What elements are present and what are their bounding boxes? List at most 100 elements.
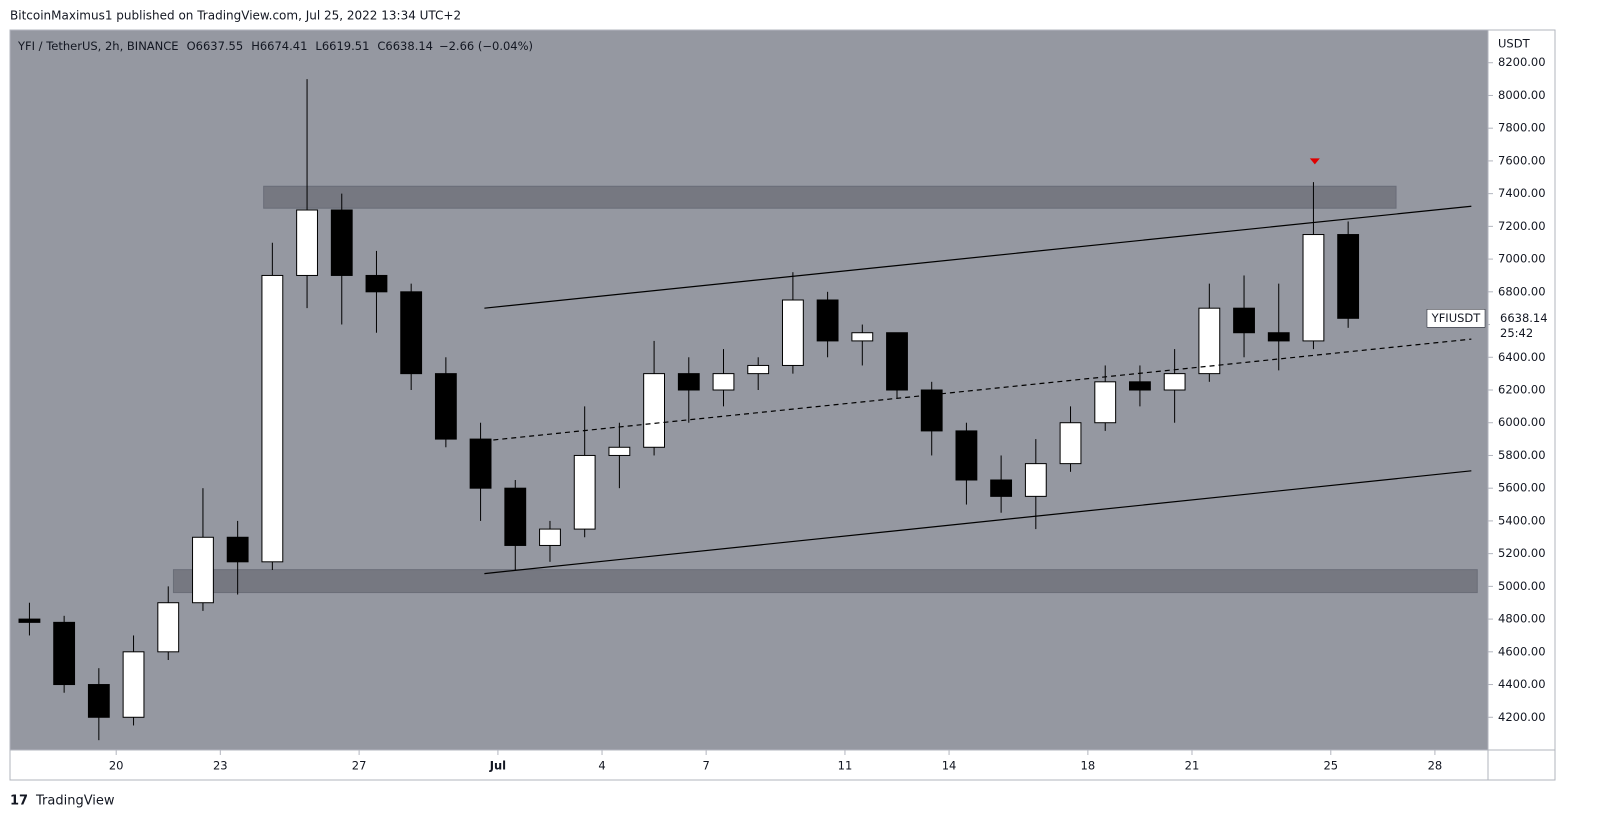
- ohlc-value: 6638.14: [385, 39, 433, 53]
- x-tick-label: 25: [1323, 759, 1338, 773]
- plot-background: [10, 30, 1488, 750]
- ohlc-key: H: [251, 39, 260, 53]
- y-tick-label: 7200.00: [1498, 219, 1546, 233]
- y-tick-label: 5800.00: [1498, 448, 1546, 462]
- y-tick-label: 7600.00: [1498, 153, 1546, 167]
- x-tick-label: 18: [1081, 759, 1096, 773]
- ohlc-value: 6619.51: [322, 39, 370, 53]
- candle-body: [643, 373, 665, 448]
- x-tick-label: 28: [1428, 759, 1443, 773]
- candle-body: [539, 528, 561, 546]
- y-tick-label: 4400.00: [1498, 677, 1546, 691]
- symbol-title: YFI / TetherUS, 2h, BINANCE: [17, 39, 179, 53]
- candle-body: [261, 274, 284, 563]
- candle-body: [747, 364, 770, 375]
- candle-body: [608, 446, 631, 456]
- y-tick-label: 5600.00: [1498, 481, 1546, 495]
- candle-body: [1094, 381, 1117, 424]
- x-tick-label: 27: [352, 759, 367, 773]
- y-tick-label: 8200.00: [1498, 55, 1546, 69]
- ohlc-key: L: [315, 39, 322, 53]
- footer-logo: 𝟭𝟳: [10, 794, 28, 809]
- candle-body: [677, 373, 700, 391]
- ohlc-value: 6637.55: [196, 39, 244, 53]
- candle-body: [1337, 234, 1360, 319]
- y-tick-label: 4600.00: [1498, 644, 1546, 658]
- y-tick-label: 5400.00: [1498, 513, 1546, 527]
- y-tick-label: 6200.00: [1498, 383, 1546, 397]
- candle-body: [53, 621, 76, 686]
- candle-body: [18, 618, 41, 623]
- candle-body: [816, 299, 839, 342]
- y-tick-label: 6400.00: [1498, 350, 1546, 364]
- candle-body: [400, 291, 423, 375]
- candle-body: [886, 332, 908, 391]
- x-tick-label: Jul: [489, 759, 506, 773]
- ohlc-key: O: [187, 39, 196, 53]
- ohlc-value: 6674.41: [260, 39, 308, 53]
- candle-body: [851, 332, 874, 342]
- symbol-tag: YFIUSDT: [1431, 311, 1482, 325]
- candle-body: [1302, 234, 1325, 342]
- candle-body: [122, 651, 145, 718]
- zone: [263, 185, 1397, 209]
- candle-body: [504, 487, 527, 546]
- published-note: BitcoinMaximus1 published on TradingView…: [10, 9, 461, 23]
- trendline: [484, 470, 1472, 575]
- change: −2.66 (−0.04%): [439, 39, 533, 53]
- candle-body: [365, 274, 388, 293]
- candle-body: [1024, 463, 1047, 497]
- y-tick-label: 5200.00: [1498, 546, 1546, 560]
- x-tick-label: 20: [109, 759, 124, 773]
- symbol-legend: YFI / TetherUS, 2h, BINANCE O6637.55 H6674…: [17, 39, 533, 53]
- y-tick-label: 8000.00: [1498, 88, 1546, 102]
- candle-body: [781, 299, 804, 366]
- y-tick-label: 7800.00: [1498, 121, 1546, 135]
- y-tick-label: 7400.00: [1498, 186, 1546, 200]
- candle-body: [955, 430, 978, 481]
- x-tick-label: 11: [838, 759, 853, 773]
- y-unit: USDT: [1498, 37, 1531, 51]
- peak-marker: [1309, 158, 1320, 165]
- candle-body: [712, 373, 735, 391]
- x-tick-label: 23: [213, 759, 228, 773]
- candle-body: [226, 536, 249, 563]
- last-price: 6638.14: [1500, 311, 1548, 325]
- candle-body: [469, 438, 492, 489]
- candle-body: [1233, 307, 1255, 334]
- candle-body: [920, 389, 943, 432]
- y-tick-label: 5000.00: [1498, 579, 1546, 593]
- candle-body: [87, 684, 110, 718]
- x-tick-label: 14: [942, 759, 957, 773]
- candle-body: [330, 209, 353, 276]
- price-tag-bg: [1490, 309, 1552, 344]
- footer-brand: TradingView: [35, 794, 115, 809]
- candle-body: [1129, 381, 1151, 391]
- symbol-tag-bg: [1426, 309, 1486, 328]
- candle-body: [1059, 422, 1082, 465]
- candle-body: [296, 209, 318, 276]
- candle-body: [434, 373, 457, 440]
- y-tick-label: 4800.00: [1498, 612, 1546, 626]
- candle-body: [192, 536, 214, 604]
- frame: [9, 29, 1556, 781]
- candle-body: [1267, 332, 1290, 342]
- candle-body: [1163, 373, 1186, 391]
- trendline: [484, 338, 1472, 442]
- candle-body: [157, 602, 180, 653]
- y-tick-label: 7000.00: [1498, 252, 1546, 266]
- countdown: 25:42: [1500, 326, 1533, 340]
- candle-body: [990, 479, 1013, 497]
- x-tick-label: 21: [1185, 759, 1200, 773]
- zone: [172, 569, 1478, 594]
- y-tick-label: 6000.00: [1498, 415, 1546, 429]
- trendline: [484, 205, 1472, 309]
- y-tick-label: 4200.00: [1498, 710, 1546, 724]
- candle-body: [1198, 307, 1221, 375]
- x-tick-label: 7: [702, 759, 709, 773]
- y-tick-label: 6800.00: [1498, 284, 1546, 298]
- ohlc-key: C: [377, 39, 385, 53]
- candle-body: [573, 454, 596, 530]
- x-tick-label: 4: [598, 759, 605, 773]
